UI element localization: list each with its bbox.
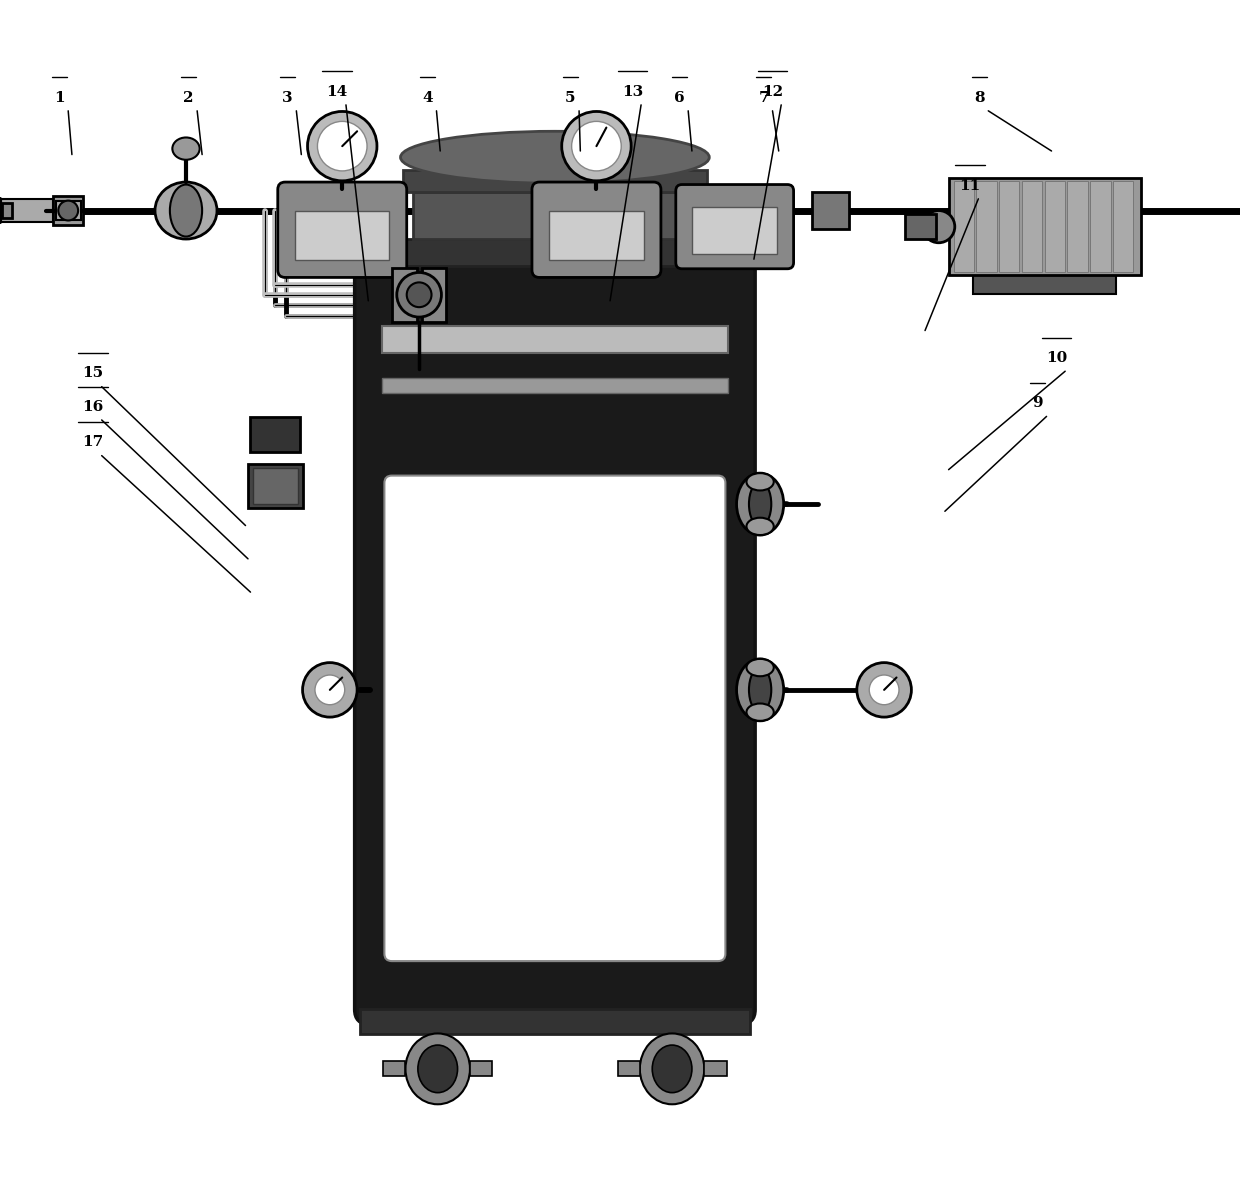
Bar: [949, 178, 1141, 275]
Circle shape: [317, 121, 367, 171]
FancyBboxPatch shape: [532, 182, 661, 277]
Text: 8: 8: [975, 90, 985, 105]
Text: 12: 12: [761, 84, 784, 99]
Ellipse shape: [405, 1033, 470, 1105]
FancyBboxPatch shape: [355, 251, 755, 1024]
Bar: [954, 181, 973, 272]
Bar: [973, 275, 1116, 294]
Text: 1: 1: [55, 90, 64, 105]
Text: 13: 13: [621, 84, 644, 99]
Ellipse shape: [418, 1045, 458, 1093]
Bar: [999, 181, 1019, 272]
Bar: [1068, 181, 1087, 272]
FancyBboxPatch shape: [676, 184, 794, 269]
Circle shape: [857, 662, 911, 717]
Bar: [976, 181, 997, 272]
Ellipse shape: [155, 182, 217, 239]
Bar: [295, 210, 389, 260]
Ellipse shape: [749, 667, 771, 712]
Bar: [470, 1062, 492, 1076]
Ellipse shape: [746, 517, 774, 535]
Bar: [360, 1009, 750, 1034]
Bar: [403, 170, 707, 191]
Bar: [360, 239, 750, 266]
Bar: [2, 203, 12, 218]
Bar: [422, 268, 446, 322]
Bar: [618, 1062, 640, 1076]
Bar: [1114, 181, 1133, 272]
Ellipse shape: [746, 704, 774, 721]
Text: 6: 6: [675, 90, 684, 105]
FancyBboxPatch shape: [278, 182, 407, 277]
Bar: [382, 378, 728, 392]
Ellipse shape: [401, 131, 709, 183]
Text: 4: 4: [423, 90, 433, 105]
Ellipse shape: [737, 659, 784, 721]
Bar: [382, 326, 728, 353]
Circle shape: [572, 121, 621, 171]
Circle shape: [562, 112, 631, 181]
Bar: [250, 417, 300, 452]
Text: 9: 9: [1033, 396, 1043, 410]
Text: 5: 5: [565, 90, 575, 105]
Text: 15: 15: [82, 366, 104, 380]
Circle shape: [58, 201, 78, 220]
Ellipse shape: [652, 1045, 692, 1093]
Bar: [1044, 181, 1065, 272]
Bar: [413, 191, 697, 239]
Text: 17: 17: [82, 435, 104, 449]
Ellipse shape: [746, 659, 774, 677]
Circle shape: [315, 675, 345, 705]
Bar: [0, 200, 53, 221]
Text: 16: 16: [82, 400, 104, 414]
Circle shape: [923, 210, 955, 243]
Ellipse shape: [170, 184, 202, 237]
Ellipse shape: [172, 138, 200, 159]
Text: 7: 7: [759, 90, 769, 105]
Bar: [692, 207, 777, 254]
FancyBboxPatch shape: [384, 476, 725, 961]
Bar: [383, 1062, 405, 1076]
Bar: [253, 468, 298, 504]
Text: 11: 11: [959, 178, 981, 193]
Bar: [56, 201, 81, 220]
Ellipse shape: [746, 473, 774, 491]
Bar: [392, 268, 417, 322]
Circle shape: [397, 272, 441, 317]
Circle shape: [869, 675, 899, 705]
Ellipse shape: [737, 473, 784, 535]
Circle shape: [308, 112, 377, 181]
Circle shape: [303, 662, 357, 717]
Text: 14: 14: [326, 84, 348, 99]
Bar: [1022, 181, 1042, 272]
Bar: [549, 210, 644, 260]
Ellipse shape: [640, 1033, 704, 1105]
Text: 10: 10: [1045, 351, 1068, 365]
Text: 2: 2: [184, 90, 193, 105]
Circle shape: [407, 283, 432, 307]
Bar: [53, 196, 83, 226]
Ellipse shape: [749, 482, 771, 527]
Bar: [905, 214, 936, 239]
Text: 3: 3: [283, 90, 293, 105]
Bar: [248, 465, 303, 508]
Bar: [704, 1062, 727, 1076]
Bar: [1090, 181, 1111, 272]
Bar: [812, 191, 849, 229]
